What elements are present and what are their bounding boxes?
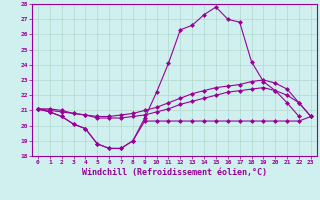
X-axis label: Windchill (Refroidissement éolien,°C): Windchill (Refroidissement éolien,°C) bbox=[82, 168, 267, 177]
